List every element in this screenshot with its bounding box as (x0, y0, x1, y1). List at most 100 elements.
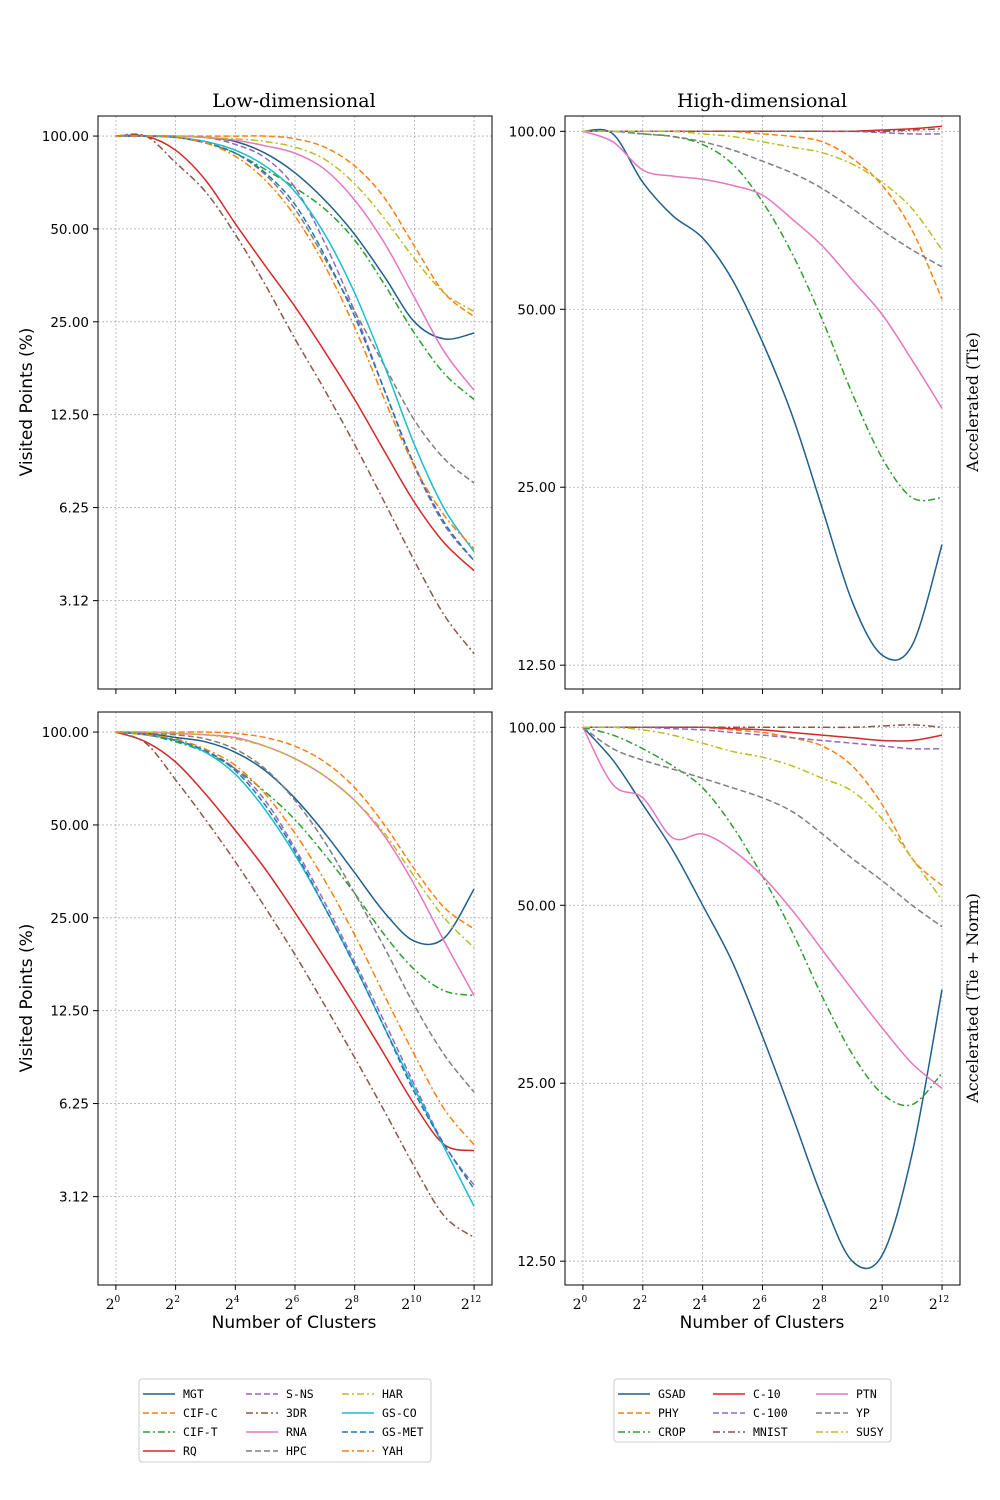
series-line-hpc (115, 731, 475, 1093)
y-tick-label: 6.25 (59, 501, 89, 517)
panel-high-tie: 100.00 50.00 25.00 12.50 (509, 115, 961, 694)
plot-frame (97, 711, 493, 1286)
y-tick-label: 100.00 (509, 124, 556, 140)
series-line-har (115, 731, 475, 949)
row-title-tie-norm: Accelerated (Tie + Norm) (963, 893, 982, 1104)
y-tick-label: 100.00 (42, 129, 89, 145)
panels: 100.00 50.00 25.00 12.50 6.25 3.12 100.00 50.00… (42, 115, 961, 1313)
series-line-rq (115, 134, 475, 572)
series-line-yah (115, 135, 475, 550)
series-line-c-100 (583, 726, 943, 750)
x-tick-label: 212 (929, 1295, 949, 1313)
x-tick-label: 210 (869, 1295, 890, 1313)
legend-label-yp: YP (856, 1406, 870, 1420)
plot-frame (564, 711, 961, 1286)
xlabel-right: Number of Clusters (680, 1313, 845, 1333)
y-tick-label: 12.50 (517, 658, 556, 674)
series-line-3dr (115, 731, 475, 1239)
y-tick-label: 50.00 (50, 222, 89, 238)
series-line-susy (582, 130, 943, 251)
series-line-yp (582, 130, 943, 268)
series-line-gsad (582, 128, 943, 661)
legend-label-rna: RNA (286, 1425, 307, 1439)
legend-label-3dr: 3DR (286, 1406, 307, 1420)
ylabel-top: Visited Points (%) (17, 328, 37, 477)
legend-label-c-10: C-10 (753, 1387, 781, 1401)
series-line-ptn (582, 130, 943, 409)
column-title-low: Low-dimensional (212, 90, 375, 112)
legend-box (138, 1378, 432, 1463)
y-tick-label: 100.00 (509, 720, 556, 736)
series-line-mgt (115, 731, 475, 946)
xlabel-left: Number of Clusters (212, 1313, 377, 1333)
series-group (115, 731, 475, 1239)
y-tick-label: 25.00 (517, 1076, 556, 1092)
series-line-cif-t (115, 731, 475, 997)
legend-low-tie: MGT CIF-C CIF-T RQ S-NS 3DR RNA HPC HAR GS-CO GS-M… (138, 1378, 432, 1463)
legend-label-yah: YAH (382, 1444, 403, 1458)
panel-low-tie: 100.00 50.00 25.00 12.50 6.25 3.12 (42, 115, 493, 694)
legend-label-c-100: C-100 (753, 1406, 788, 1420)
x-tick-label: 26 (285, 1295, 300, 1313)
y-tick-label: 3.12 (59, 594, 89, 610)
y-tick-label: 50.00 (50, 818, 89, 834)
y-tick-label: 25.00 (517, 480, 556, 496)
x-tick-label: 26 (752, 1295, 767, 1313)
legend-label-phy: PHY (658, 1406, 679, 1420)
series-line-yah (115, 731, 475, 1146)
x-tick-label: 20 (573, 1295, 588, 1313)
y-tick-label: 12.50 (50, 408, 89, 424)
legends: MGT CIF-C CIF-T RQ S-NS 3DR RNA HPC HAR GS-CO GS-M… (138, 1378, 892, 1463)
legend-label-gs-co: GS-CO (382, 1406, 417, 1420)
series-line-ptn (582, 726, 943, 1089)
y-tick-label: 12.50 (50, 1004, 89, 1020)
series-line-cif-c (115, 731, 475, 930)
panel-low-tie-norm: 20 22 24 26 28 210 212 100.00 50.00 25.00 12.50 6.2… (42, 711, 493, 1313)
x-tick-label: 28 (812, 1295, 827, 1313)
legend-label-mnist: MNIST (753, 1425, 788, 1439)
series-group (115, 133, 475, 655)
y-tick-label: 25.00 (50, 315, 89, 331)
y-tick-label: 25.00 (50, 911, 89, 927)
row-title-tie: Accelerated (Tie) (963, 332, 982, 473)
legend-label-cif-t: CIF-T (183, 1425, 218, 1439)
legend-label-gsad: GSAD (658, 1387, 686, 1401)
y-tick-label: 100.00 (42, 725, 89, 741)
legend-label-har: HAR (382, 1387, 403, 1401)
series-line-c-100 (582, 130, 943, 135)
legend-label-s-ns: S-NS (286, 1387, 314, 1401)
legend-label-cif-c: CIF-C (183, 1406, 218, 1420)
y-tick-label: 12.50 (517, 1254, 556, 1270)
series-line-cif-t (115, 135, 475, 401)
series-line-rna (115, 135, 475, 391)
series-group (582, 724, 943, 1270)
plot-frame (97, 115, 493, 690)
legend-label-mgt: MGT (183, 1387, 204, 1401)
series-line-susy (582, 726, 943, 901)
y-tick-label: 50.00 (517, 898, 556, 914)
series-line-har (115, 135, 475, 313)
series-line-yp (582, 726, 943, 928)
ylabel-bottom: Visited Points (%) (17, 924, 37, 1073)
series-line-rq (115, 731, 475, 1152)
legend-label-gs-met: GS-MET (382, 1425, 424, 1439)
x-tick-label: 20 (106, 1295, 121, 1313)
y-tick-label: 3.12 (59, 1190, 89, 1206)
series-line-3dr (115, 133, 475, 655)
x-tick-label: 28 (344, 1295, 359, 1313)
legend-label-hpc: HPC (286, 1444, 307, 1458)
column-title-high: High-dimensional (677, 90, 847, 112)
series-line-s-ns (115, 731, 475, 1186)
x-tick-label: 22 (165, 1295, 180, 1313)
x-tick-label: 212 (461, 1295, 481, 1313)
panel-high-tie-norm: 20 22 24 26 28 210 212 100.00 50.00 25.00 12.50 (509, 711, 961, 1313)
x-tick-label: 24 (225, 1295, 240, 1313)
series-line-gsad (582, 726, 943, 1270)
legend-label-ptn: PTN (856, 1387, 877, 1401)
x-tick-label: 22 (632, 1295, 647, 1313)
plot-frame (564, 115, 961, 690)
x-tick-label: 210 (401, 1295, 422, 1313)
legend-label-susy: SUSY (856, 1425, 884, 1439)
legend-label-crop: CROP (658, 1425, 686, 1439)
series-line-gs-co (115, 731, 475, 1207)
